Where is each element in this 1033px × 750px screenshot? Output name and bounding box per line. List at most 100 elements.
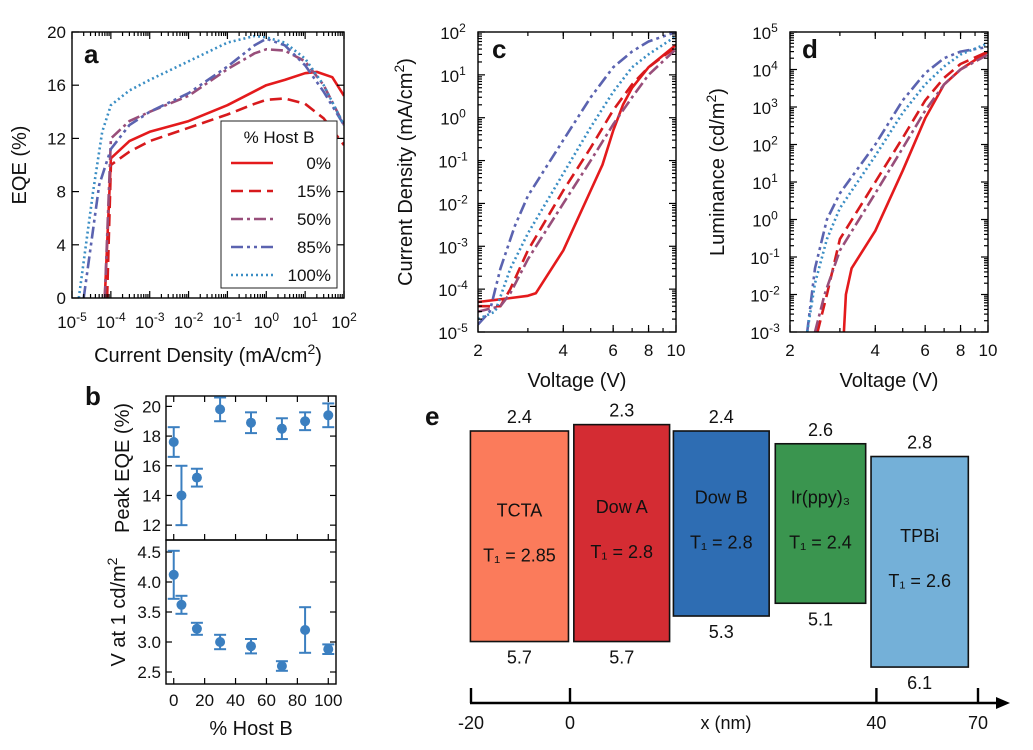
b-bottom-y-tick-label: 3.5 bbox=[137, 603, 161, 622]
b-bottom-y-tick-label: 3.0 bbox=[137, 633, 161, 652]
d-y-tick-label: 105 bbox=[752, 21, 778, 43]
d-series-line-1 bbox=[816, 50, 988, 332]
layer-lumo-2: 2.4 bbox=[709, 407, 734, 427]
b-top-y-tick-label: 14 bbox=[142, 486, 161, 505]
c-x-tick-label: 6 bbox=[608, 341, 617, 360]
b-bottom-point bbox=[323, 644, 334, 655]
b-top-point bbox=[246, 417, 256, 428]
a-plot-frame bbox=[71, 31, 345, 299]
layer-block-1 bbox=[573, 423, 671, 643]
c-y-tick-label: 100 bbox=[440, 107, 466, 129]
a-legend-label-0: 0% bbox=[306, 154, 331, 173]
b-top-point bbox=[323, 410, 334, 421]
panel-a: 10-5 10-4 10-3 10-2 10-1 100 101 102 0 4 8 12 16 20 Cu… bbox=[9, 23, 357, 367]
a-y-tick-label: 16 bbox=[47, 76, 66, 95]
b-x-tick-label: 0 bbox=[169, 691, 178, 710]
e-x-tick-label: 0 bbox=[565, 713, 575, 733]
c-x-tick-label: 8 bbox=[644, 341, 653, 360]
b-bottom-point bbox=[276, 661, 287, 671]
panel-label-a: a bbox=[84, 39, 99, 69]
e-x-tick-label: -20 bbox=[458, 713, 484, 733]
layer-name-4: TPBi bbox=[900, 526, 939, 546]
c-y-tick-label: 102 bbox=[440, 21, 466, 43]
layer-triplet-1: T₁ = 2.8 bbox=[590, 542, 653, 562]
panel-c: 10-5 10-4 10-3 10-2 10-1 100 101 102 2 4 6 8 10 Volta… bbox=[391, 21, 685, 392]
layer-homo-4: 6.1 bbox=[907, 673, 932, 693]
a-x-tick-label: 10-3 bbox=[135, 310, 165, 332]
b-bottom-y-tick-label: 2.5 bbox=[137, 663, 161, 682]
b-x-tick-label: 20 bbox=[195, 691, 214, 710]
d-x-tick-label: 6 bbox=[920, 341, 929, 360]
layer-homo-1: 5.7 bbox=[609, 648, 634, 668]
a-y-tick-label: 8 bbox=[57, 183, 66, 202]
b-top-point bbox=[300, 416, 311, 427]
b-x-tick-label: 60 bbox=[257, 691, 276, 710]
a-legend-label-4: 100% bbox=[288, 266, 331, 285]
c-series-line-3 bbox=[478, 32, 676, 326]
c-y-tick-label: 101 bbox=[440, 64, 466, 86]
a-x-axis-label: Current Density (mA/cm2) bbox=[94, 341, 322, 367]
a-legend-title: % Host B bbox=[244, 128, 315, 147]
a-legend-label-3: 85% bbox=[297, 238, 331, 257]
a-x-tick-label: 10-2 bbox=[174, 310, 204, 332]
d-x-tick-label: 2 bbox=[785, 341, 794, 360]
b-bottom-point bbox=[246, 641, 256, 652]
b-x-tick-label: 80 bbox=[288, 691, 307, 710]
panel-d: 10-3 10-2 10-1 100 101 102 103 104 105 2 4 6 8 10 Volt… bbox=[703, 21, 997, 392]
c-y-tick-label: 10-3 bbox=[438, 235, 468, 257]
layer-block-3 bbox=[774, 442, 867, 605]
layer-triplet-2: T₁ = 2.8 bbox=[690, 533, 753, 553]
d-y-tick-label: 10-3 bbox=[750, 321, 780, 343]
b-top-y-axis-label: Peak EQE (%) bbox=[112, 403, 134, 533]
layer-block-4 bbox=[870, 455, 970, 668]
a-y-tick-label: 20 bbox=[47, 23, 66, 42]
c-y-tick-label: 10-4 bbox=[438, 278, 468, 300]
panel-label-c: c bbox=[492, 34, 506, 64]
panel-label-e: e bbox=[425, 401, 439, 431]
b-top-point bbox=[215, 404, 226, 415]
layer-name-0: TCTA bbox=[497, 500, 543, 520]
c-plot-frame bbox=[477, 31, 677, 333]
a-y-axis-label: EQE (%) bbox=[9, 126, 31, 205]
b-top-point bbox=[176, 490, 187, 501]
b-top-point bbox=[191, 472, 202, 483]
b-bottom-y-axis-label: V at 1 cd/m2 bbox=[104, 557, 130, 666]
c-series-line-2 bbox=[478, 48, 676, 313]
b-top-point bbox=[276, 423, 287, 434]
d-series-line-0 bbox=[842, 50, 988, 332]
b-bottom-point bbox=[300, 625, 311, 635]
layer-lumo-3: 2.6 bbox=[808, 420, 833, 440]
panel-label-b: b bbox=[85, 381, 101, 411]
b-bottom-point bbox=[215, 637, 226, 647]
a-x-tick-label: 10-1 bbox=[213, 310, 243, 332]
d-series-line-3 bbox=[805, 45, 988, 332]
layer-lumo-0: 2.4 bbox=[507, 407, 532, 427]
b-x-axis-label: % Host B bbox=[209, 718, 292, 740]
d-x-tick-label: 10 bbox=[979, 341, 998, 360]
layer-block-0 bbox=[469, 430, 570, 643]
layer-name-1: Dow A bbox=[596, 497, 648, 517]
d-series-line-4 bbox=[805, 42, 988, 332]
b-bottom-point bbox=[168, 569, 179, 580]
c-y-tick-label: 10-1 bbox=[438, 150, 468, 172]
e-x-tick-label: 40 bbox=[866, 713, 886, 733]
b-x-tick-label: 100 bbox=[314, 691, 342, 710]
d-y-tick-label: 102 bbox=[752, 134, 778, 156]
d-y-axis-label: Luminance (cd/m2) bbox=[703, 88, 729, 256]
c-y-axis-label: Current Density (mA/cm2) bbox=[391, 58, 417, 286]
a-series-line-1 bbox=[105, 97, 344, 298]
d-x-tick-label: 4 bbox=[871, 341, 880, 360]
b-top-y-tick-label: 18 bbox=[142, 427, 161, 446]
d-y-tick-label: 101 bbox=[752, 171, 778, 193]
c-x-tick-label: 10 bbox=[667, 341, 686, 360]
d-y-tick-label: 10-1 bbox=[750, 246, 780, 268]
d-series-line-2 bbox=[813, 53, 988, 332]
d-y-tick-label: 100 bbox=[752, 209, 778, 231]
d-y-tick-label: 104 bbox=[752, 59, 778, 81]
layer-triplet-0: T₁ = 2.85 bbox=[483, 545, 556, 565]
b-bottom-y-tick-label: 4.5 bbox=[137, 543, 161, 562]
a-series-line-0 bbox=[103, 70, 344, 298]
panel-e: 2.4 5.7 TCTA T₁ = 2.85 2.3 5.7 Dow A T₁ = 2.8 2.… bbox=[458, 401, 1010, 733]
c-y-tick-label: 10-5 bbox=[438, 321, 468, 343]
